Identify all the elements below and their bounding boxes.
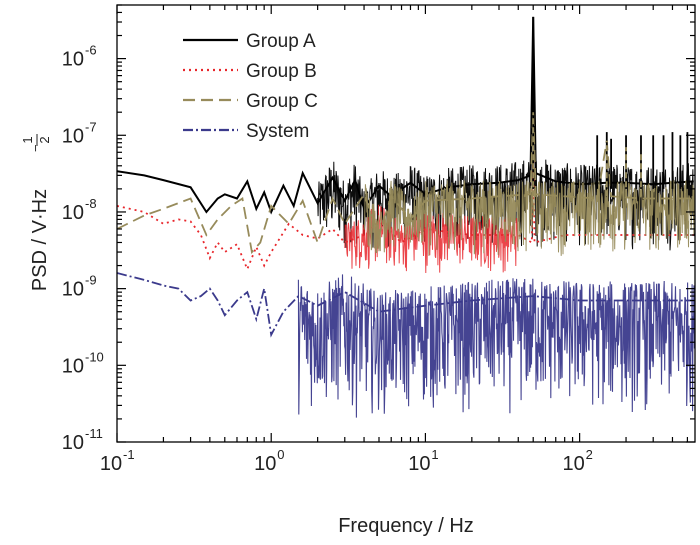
y-tick-base: 10 bbox=[62, 125, 84, 147]
series-system bbox=[117, 272, 695, 418]
x-tick-label: 10 -1 bbox=[100, 447, 135, 475]
y-tick-exp: -8 bbox=[85, 196, 97, 211]
legend: Group A Group B Group C System bbox=[183, 31, 318, 142]
x-tick-exp: 1 bbox=[431, 447, 438, 462]
y-tick-label: 10 -11 bbox=[62, 426, 103, 454]
y-tick-exp: -9 bbox=[85, 273, 97, 288]
x-tick-base: 10 bbox=[562, 453, 584, 475]
y-axis-title: PSD / V·Hz − 1 2 bbox=[20, 134, 52, 291]
x-tick-exp: 0 bbox=[277, 447, 284, 462]
y-tick-label: 10 -9 bbox=[62, 273, 97, 301]
y-tick-base: 10 bbox=[62, 49, 84, 71]
y-axis-exp-minus: − bbox=[28, 144, 43, 152]
legend-label: Group B bbox=[246, 61, 317, 82]
legend-item-group-c: Group C bbox=[183, 91, 318, 112]
x-tick-base: 10 bbox=[254, 453, 276, 475]
y-axis-exp-num: 1 bbox=[20, 136, 35, 143]
y-tick-exp: -6 bbox=[85, 43, 97, 58]
x-tick-label: 10 1 bbox=[408, 447, 438, 475]
y-tick-base: 10 bbox=[62, 355, 84, 377]
y-tick-label: 10 -7 bbox=[62, 119, 97, 147]
series-layer bbox=[117, 16, 695, 418]
y-tick-exp: -7 bbox=[85, 119, 97, 134]
y-axis-exp-den: 2 bbox=[37, 136, 52, 143]
legend-label: Group A bbox=[246, 31, 316, 52]
x-tick-label: 10 0 bbox=[254, 447, 284, 475]
series-noise bbox=[297, 274, 695, 418]
series-line bbox=[117, 112, 694, 255]
group-a-peaks bbox=[532, 16, 689, 189]
y-tick-label: 10 -10 bbox=[62, 349, 104, 377]
y-tick-exp: -11 bbox=[85, 426, 103, 441]
group-c-peaks bbox=[532, 112, 642, 197]
y-tick-base: 10 bbox=[62, 279, 84, 301]
legend-label: System bbox=[246, 121, 309, 142]
series-noise bbox=[363, 180, 695, 256]
series-group-c bbox=[117, 112, 695, 256]
y-tick-base: 10 bbox=[62, 432, 84, 454]
y-tick-label: 10 -6 bbox=[62, 43, 97, 71]
legend-item-system: System bbox=[183, 121, 309, 142]
legend-label: Group C bbox=[246, 91, 318, 112]
x-tick-label: 10 2 bbox=[562, 447, 592, 475]
x-tick-base: 10 bbox=[408, 453, 430, 475]
y-tick-exp: -10 bbox=[85, 349, 104, 364]
y-axis-title-text: PSD / V·Hz bbox=[29, 189, 51, 291]
legend-item-group-b: Group B bbox=[183, 61, 317, 82]
x-tick-base: 10 bbox=[100, 453, 122, 475]
x-axis-title: Frequency / Hz bbox=[338, 515, 474, 537]
legend-item-group-a: Group A bbox=[183, 31, 316, 52]
y-tick-label: 10 -8 bbox=[62, 196, 97, 224]
x-tick-exp: -1 bbox=[123, 447, 135, 462]
y-tick-base: 10 bbox=[62, 202, 84, 224]
x-tick-exp: 2 bbox=[586, 447, 593, 462]
